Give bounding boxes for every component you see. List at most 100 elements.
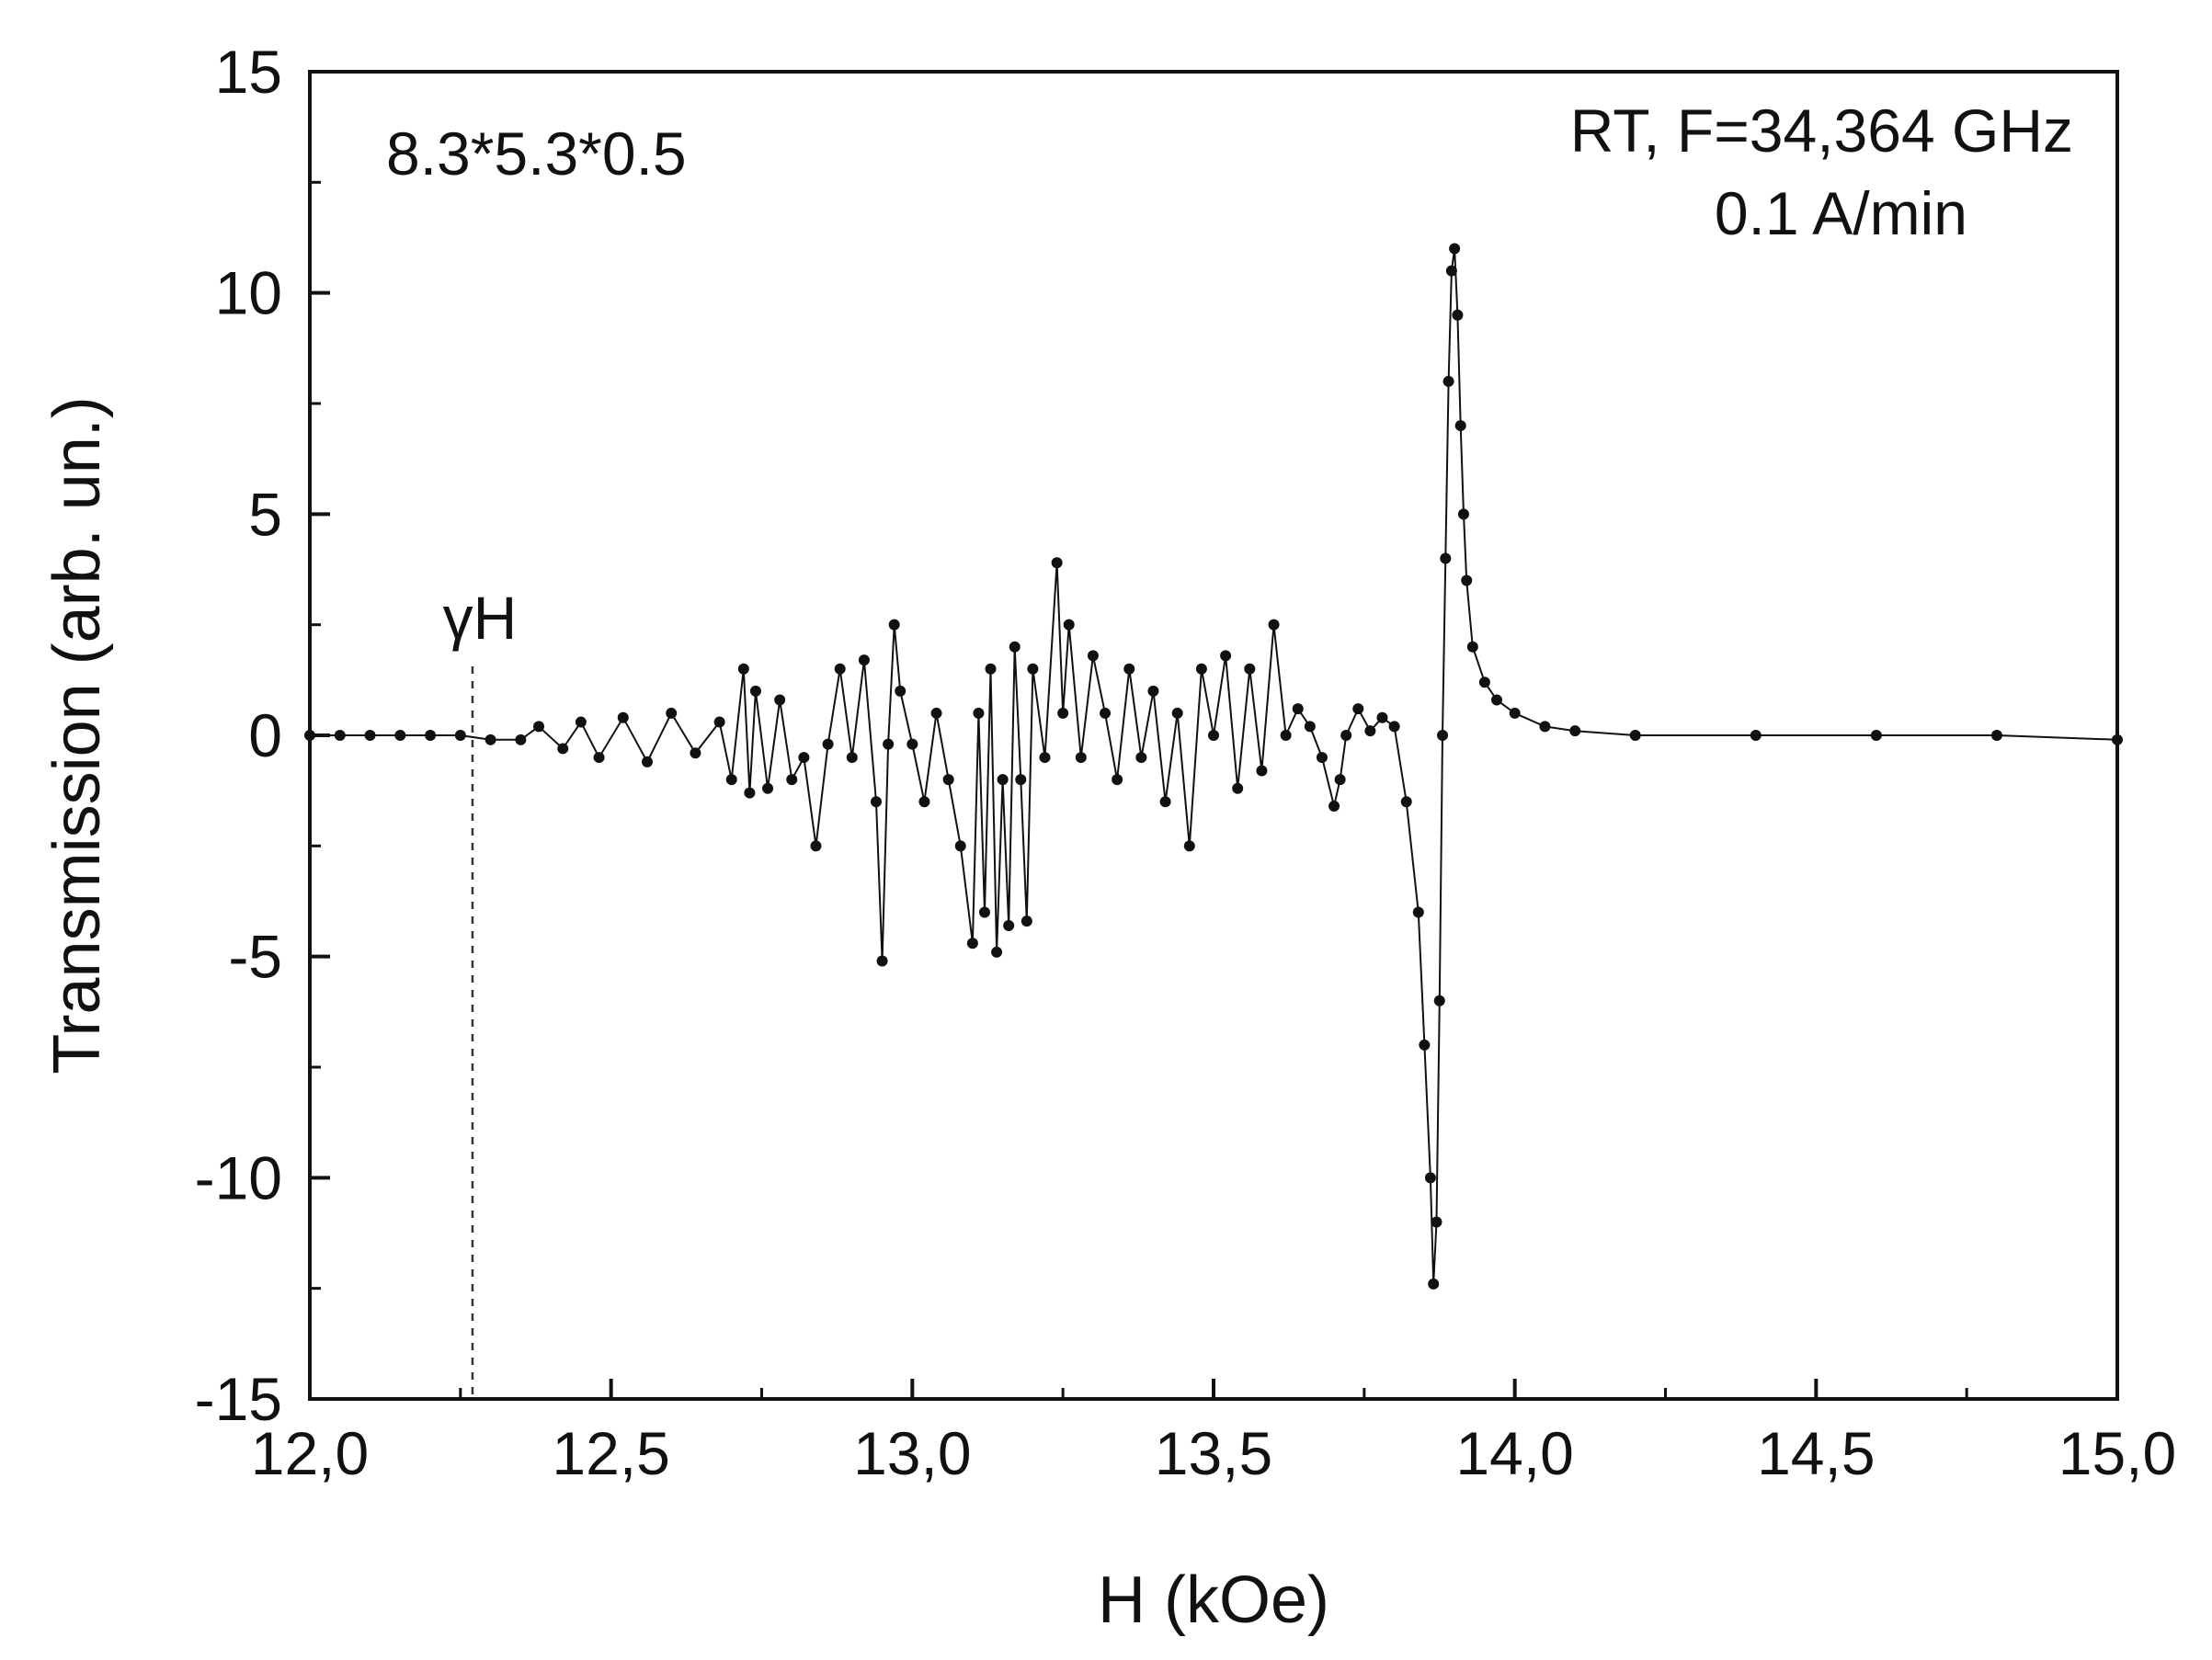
data-point [876,955,888,967]
data-point [575,716,587,728]
data-point [1039,752,1051,764]
data-point [1457,508,1469,520]
data-series [304,243,2123,1290]
data-point [1195,663,1207,675]
data-point [966,938,978,949]
data-point [1539,721,1551,733]
data-point [1075,752,1087,764]
data-point [1147,685,1159,697]
data-point [1292,703,1304,715]
data-point [1135,752,1147,764]
data-point [1003,919,1015,931]
data-point [1009,641,1020,653]
y-tick-label: 0 [248,701,282,769]
data-point [1171,707,1183,719]
data-point [871,796,883,808]
data-point [1063,619,1075,631]
data-point [1183,840,1195,852]
data-point [485,733,496,745]
x-axis-title: H (kOe) [1098,1563,1329,1637]
x-tick-labels: 12,0 12,5 13,0 13,5 14,0 14,5 15,0 [251,1419,2176,1487]
data-point [786,774,798,786]
data-point [1437,730,1449,741]
data-point [1478,677,1490,688]
data-point [593,752,605,764]
data-point [304,730,315,741]
data-point [883,738,895,750]
data-point [906,738,918,750]
data-point [1340,730,1352,741]
data-point [918,796,930,808]
data-point [713,716,725,728]
data-point [1051,557,1063,569]
data-point [1419,1039,1431,1051]
data-point [1027,663,1039,675]
data-point [834,663,846,675]
data-point [1208,730,1219,741]
data-point [942,774,954,786]
x-tick-label: 14,0 [1455,1419,1573,1487]
data-point [930,707,942,719]
data-point [1569,725,1581,737]
data-point [1750,730,1762,741]
data-point [1244,663,1256,675]
data-point [1220,650,1232,662]
data-point [1100,707,1112,719]
data-point [533,721,545,733]
series-line [310,248,2118,1284]
data-point [1280,730,1292,741]
conditions-label-line2: 0.1 A/min [1715,179,1967,247]
y-tick-label: 10 [215,259,282,327]
data-point [822,738,834,750]
y-tick-labels: -15 -10 -5 0 5 10 15 [195,38,282,1433]
y-axis-title: Transmission (arb. un.) [40,396,114,1074]
data-point [617,711,629,723]
data-point [774,694,786,706]
data-point [888,619,900,631]
data-point [798,752,810,764]
data-point [1328,801,1340,813]
x-tick-label: 12,5 [552,1419,669,1487]
data-point [1304,721,1316,733]
data-point [858,654,870,666]
y-tick-label: 5 [248,480,282,548]
data-point [1352,703,1364,715]
data-point [394,730,406,741]
data-point [364,730,376,741]
data-point [725,774,737,786]
data-point [810,840,822,852]
data-point [1268,619,1280,631]
data-point [1364,725,1376,737]
x-tick-label: 13,5 [1155,1419,1272,1487]
data-point [1442,375,1454,387]
data-point [1020,915,1032,927]
data-point [985,663,997,675]
data-point [1445,265,1457,277]
data-point [991,946,1003,958]
data-point [1400,796,1412,808]
data-point [557,743,569,755]
data-point [954,840,966,852]
data-point [1316,752,1328,764]
data-point [895,685,906,697]
data-point [997,774,1009,786]
data-point [1015,774,1027,786]
y-tick-label: -5 [228,923,282,991]
data-point [1334,774,1346,786]
data-point [1454,420,1466,432]
data-point [1159,796,1171,808]
x-tick-label: 13,0 [853,1419,971,1487]
data-point [334,730,346,741]
data-point [1123,663,1135,675]
data-point [1433,995,1445,1006]
data-point [1412,906,1424,918]
data-point [1990,730,2002,741]
conditions-label-line1: RT, F=34,364 GHz [1570,97,2073,165]
data-point [690,747,701,759]
data-point [1424,1172,1436,1184]
data-point [666,707,678,719]
data-point [1466,641,1478,653]
data-point [749,685,761,697]
data-point [2112,733,2123,745]
